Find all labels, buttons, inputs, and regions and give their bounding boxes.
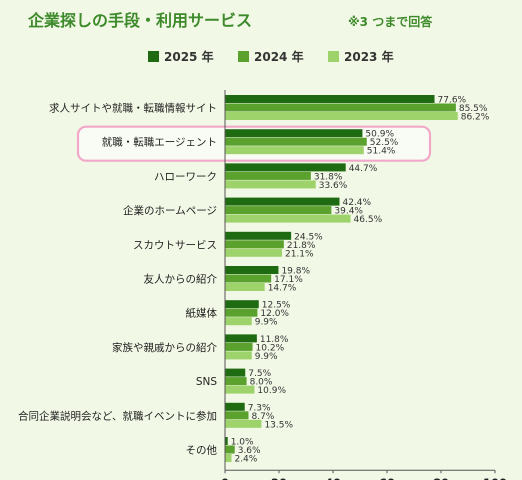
bar bbox=[225, 402, 245, 411]
category-label: スカウトサービス bbox=[133, 239, 217, 251]
category-label: 合同企業説明会など、就職イベントに参加 bbox=[18, 409, 217, 422]
value-label: 19.8% bbox=[281, 267, 310, 277]
x-tick-label: 80 bbox=[433, 476, 449, 480]
value-label: 10.2% bbox=[256, 343, 285, 353]
x-tick-label: 0 bbox=[221, 476, 229, 480]
legend-swatch-2 bbox=[328, 51, 339, 62]
bar bbox=[225, 231, 292, 240]
value-label: 8.0% bbox=[250, 378, 273, 388]
bar bbox=[225, 342, 253, 351]
category-label: その他 bbox=[186, 444, 218, 457]
value-label: 14.7% bbox=[268, 284, 297, 294]
bar bbox=[225, 240, 284, 249]
bar bbox=[225, 146, 364, 155]
plot-area: 求人サイトや就職・転職情報サイト 77.6%85.5%86.2% 就職・転職エージェ… bbox=[18, 95, 490, 465]
x-tick-label: 60 bbox=[379, 476, 395, 480]
value-label: 12.5% bbox=[262, 301, 291, 311]
value-label: 50.9% bbox=[365, 130, 394, 140]
legend-swatch-0 bbox=[148, 51, 159, 62]
value-label: 21.1% bbox=[285, 249, 314, 259]
x-axis: 0 20 40 60 80 100 bbox=[221, 90, 507, 480]
value-label: 21.8% bbox=[287, 241, 316, 251]
bar bbox=[225, 103, 456, 112]
bar bbox=[225, 163, 346, 172]
x-tick-label: 40 bbox=[325, 476, 341, 480]
value-label: 86.2% bbox=[461, 113, 490, 123]
bar bbox=[225, 137, 367, 146]
bar bbox=[225, 266, 279, 274]
value-label: 33.6% bbox=[319, 181, 348, 191]
bar bbox=[225, 197, 340, 206]
value-label: 46.5% bbox=[354, 215, 383, 225]
bar bbox=[225, 317, 252, 326]
value-label: 3.6% bbox=[238, 446, 261, 456]
value-label: 85.5% bbox=[459, 104, 488, 114]
category-label: 友人からの紹介 bbox=[144, 273, 218, 286]
value-label: 9.9% bbox=[255, 352, 278, 362]
value-label: 10.9% bbox=[257, 386, 286, 396]
bar bbox=[225, 351, 252, 360]
value-label: 42.4% bbox=[342, 198, 371, 208]
value-label: 12.0% bbox=[260, 309, 289, 319]
value-label: 11.8% bbox=[260, 335, 289, 345]
category-label: ハローワーク bbox=[154, 171, 217, 183]
bar bbox=[225, 377, 247, 386]
chart-subtitle: ※3 つまで回答 bbox=[348, 14, 433, 29]
value-label: 17.1% bbox=[274, 275, 303, 285]
legend-label-0: 2025 年 bbox=[164, 49, 214, 64]
value-label: 1.0% bbox=[231, 438, 254, 448]
bar bbox=[225, 171, 311, 180]
value-label: 7.5% bbox=[248, 369, 271, 379]
bar bbox=[225, 129, 363, 138]
value-label: 31.8% bbox=[314, 172, 343, 182]
category-label: SNS bbox=[196, 376, 218, 388]
legend-label-1: 2024 年 bbox=[254, 49, 304, 64]
category-label: 家族や親戚からの紹介 bbox=[112, 341, 217, 354]
bar bbox=[225, 308, 258, 317]
value-label: 51.4% bbox=[367, 147, 396, 157]
value-label: 8.7% bbox=[251, 412, 274, 422]
bar bbox=[225, 368, 246, 377]
x-tick-label: 100 bbox=[483, 476, 507, 480]
bar bbox=[225, 180, 316, 189]
x-tick-label: 20 bbox=[271, 476, 287, 480]
bar bbox=[225, 445, 235, 454]
bar bbox=[225, 300, 259, 309]
bar bbox=[225, 206, 332, 215]
bar bbox=[225, 411, 249, 420]
category-label: 紙媒体 bbox=[186, 307, 218, 320]
bar bbox=[225, 248, 282, 257]
value-label: 77.6% bbox=[438, 96, 467, 106]
bar bbox=[225, 95, 435, 103]
category-label: 企業のホームページ bbox=[123, 204, 217, 217]
bar bbox=[225, 214, 351, 223]
bar bbox=[225, 419, 262, 428]
bar bbox=[225, 112, 458, 120]
value-label: 44.7% bbox=[349, 164, 378, 174]
value-label: 24.5% bbox=[294, 232, 323, 242]
category-label: 求人サイトや就職・転職情報サイト bbox=[49, 102, 217, 115]
value-label: 7.3% bbox=[248, 403, 271, 413]
bar bbox=[225, 274, 272, 283]
legend-label-2: 2023 年 bbox=[344, 49, 394, 64]
bar bbox=[225, 437, 228, 445]
legend-swatch-1 bbox=[238, 51, 249, 62]
value-label: 13.5% bbox=[264, 420, 293, 430]
value-label: 9.9% bbox=[255, 318, 278, 328]
value-label: 39.4% bbox=[334, 207, 363, 217]
value-label: 52.5% bbox=[370, 138, 399, 148]
bar bbox=[225, 385, 255, 394]
bar bbox=[225, 283, 265, 291]
value-label: 2.4% bbox=[234, 455, 257, 465]
legend: 2025 年 2024 年 2023 年 bbox=[148, 49, 394, 64]
bar bbox=[225, 454, 232, 462]
category-label: 就職・転職エージェント bbox=[102, 136, 217, 149]
bar bbox=[225, 334, 257, 343]
chart-title: 企業探しの手段・利用サービス bbox=[27, 11, 252, 30]
